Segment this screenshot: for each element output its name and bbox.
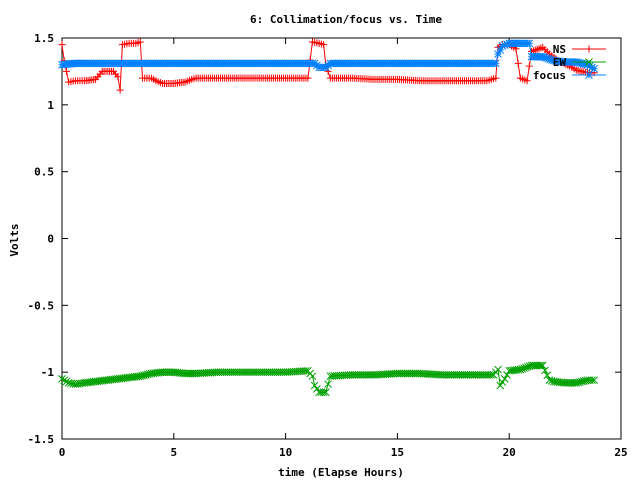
data-point: [585, 58, 593, 66]
data-point: [514, 59, 522, 67]
data-point: [525, 62, 533, 70]
data-point: [58, 374, 66, 383]
y-tick-label: -1.5: [28, 433, 55, 446]
data-point: [538, 52, 547, 61]
data-point: [535, 361, 543, 370]
data-point: [188, 369, 197, 378]
data-point: [583, 60, 592, 69]
data-point: [158, 368, 167, 377]
data-point: [541, 366, 549, 375]
legend-label: focus: [533, 69, 566, 82]
data-point: [542, 54, 551, 62]
y-tick-label: -0.5: [28, 299, 55, 312]
data-point: [496, 46, 505, 54]
axis-ticks: 0 5 10 15 20 25 -1.5 -1 -0.5 0 0.5 1 1.5: [28, 32, 628, 459]
data-point: [545, 376, 554, 385]
data-point: [182, 369, 191, 378]
data-point: [546, 55, 555, 64]
data-point: [62, 377, 71, 386]
data-point: [533, 361, 542, 370]
x-tick-label: 10: [279, 446, 292, 459]
x-tick-label: 0: [59, 446, 66, 459]
data-point: [561, 379, 569, 387]
data-point: [590, 64, 599, 73]
data-point: [491, 59, 500, 68]
x-axis-label: time (Elapse Hours): [278, 466, 404, 479]
data-point: [503, 40, 511, 49]
data-point: [487, 370, 496, 379]
data-point: [538, 361, 547, 370]
data-point: [527, 361, 536, 370]
data-point: [563, 379, 571, 387]
series-focus: [58, 39, 599, 73]
data-point: [498, 378, 507, 387]
data-point: [162, 368, 171, 377]
data-point: [310, 381, 319, 390]
data-point: [588, 376, 596, 385]
data-point: [543, 371, 552, 380]
y-tick-label: -1: [41, 366, 55, 379]
data-point: [496, 381, 505, 390]
data-point: [181, 369, 189, 378]
chart-title: 6: Collimation/focus vs. Time: [250, 13, 442, 26]
data-point: [114, 73, 122, 81]
y-axis-label: Volts: [8, 223, 21, 256]
data-point: [116, 86, 124, 94]
data-point: [302, 367, 310, 375]
data-point: [531, 361, 540, 370]
data-point: [160, 368, 169, 377]
data-point: [540, 53, 549, 62]
data-point: [548, 56, 556, 64]
data-point: [321, 388, 330, 397]
data-point: [494, 50, 502, 58]
y-tick-label: 1: [47, 99, 54, 112]
data-point: [313, 385, 321, 393]
x-tick-label: 5: [170, 446, 177, 459]
data-point: [494, 365, 502, 374]
data-point: [564, 379, 573, 387]
data-point: [537, 361, 545, 370]
data-point: [544, 54, 553, 63]
x-tick-label: 20: [503, 446, 516, 459]
data-point: [304, 74, 312, 82]
data-point: [500, 41, 509, 49]
data-point: [320, 41, 328, 49]
legend-label: EW: [553, 56, 567, 69]
series-layer: [58, 38, 599, 397]
y-tick-label: 0: [47, 233, 54, 246]
data-point: [186, 369, 195, 378]
data-point: [590, 376, 599, 385]
data-point: [585, 71, 593, 79]
data-point: [62, 67, 70, 75]
data-point: [498, 42, 507, 50]
y-tick-label: 0.5: [34, 166, 54, 179]
data-point: [525, 39, 534, 48]
data-point: [585, 62, 594, 70]
data-point: [529, 361, 538, 370]
y-tick-label: 1.5: [34, 32, 54, 45]
data-point: [184, 369, 193, 378]
data-point: [588, 63, 596, 72]
data-point: [492, 74, 500, 82]
data-point: [319, 388, 328, 397]
x-tick-label: 25: [614, 446, 627, 459]
data-point: [523, 77, 531, 85]
x-tick-label: 15: [391, 446, 404, 459]
legend-label: NS: [553, 43, 566, 56]
data-point: [585, 45, 593, 53]
data-point: [500, 374, 509, 383]
series-EW: [58, 361, 599, 397]
data-point: [136, 38, 144, 46]
data-point: [60, 376, 69, 385]
data-point: [58, 41, 66, 49]
data-point: [308, 372, 317, 381]
data-point: [324, 380, 332, 389]
data-point: [566, 379, 575, 387]
data-point: [164, 368, 173, 377]
